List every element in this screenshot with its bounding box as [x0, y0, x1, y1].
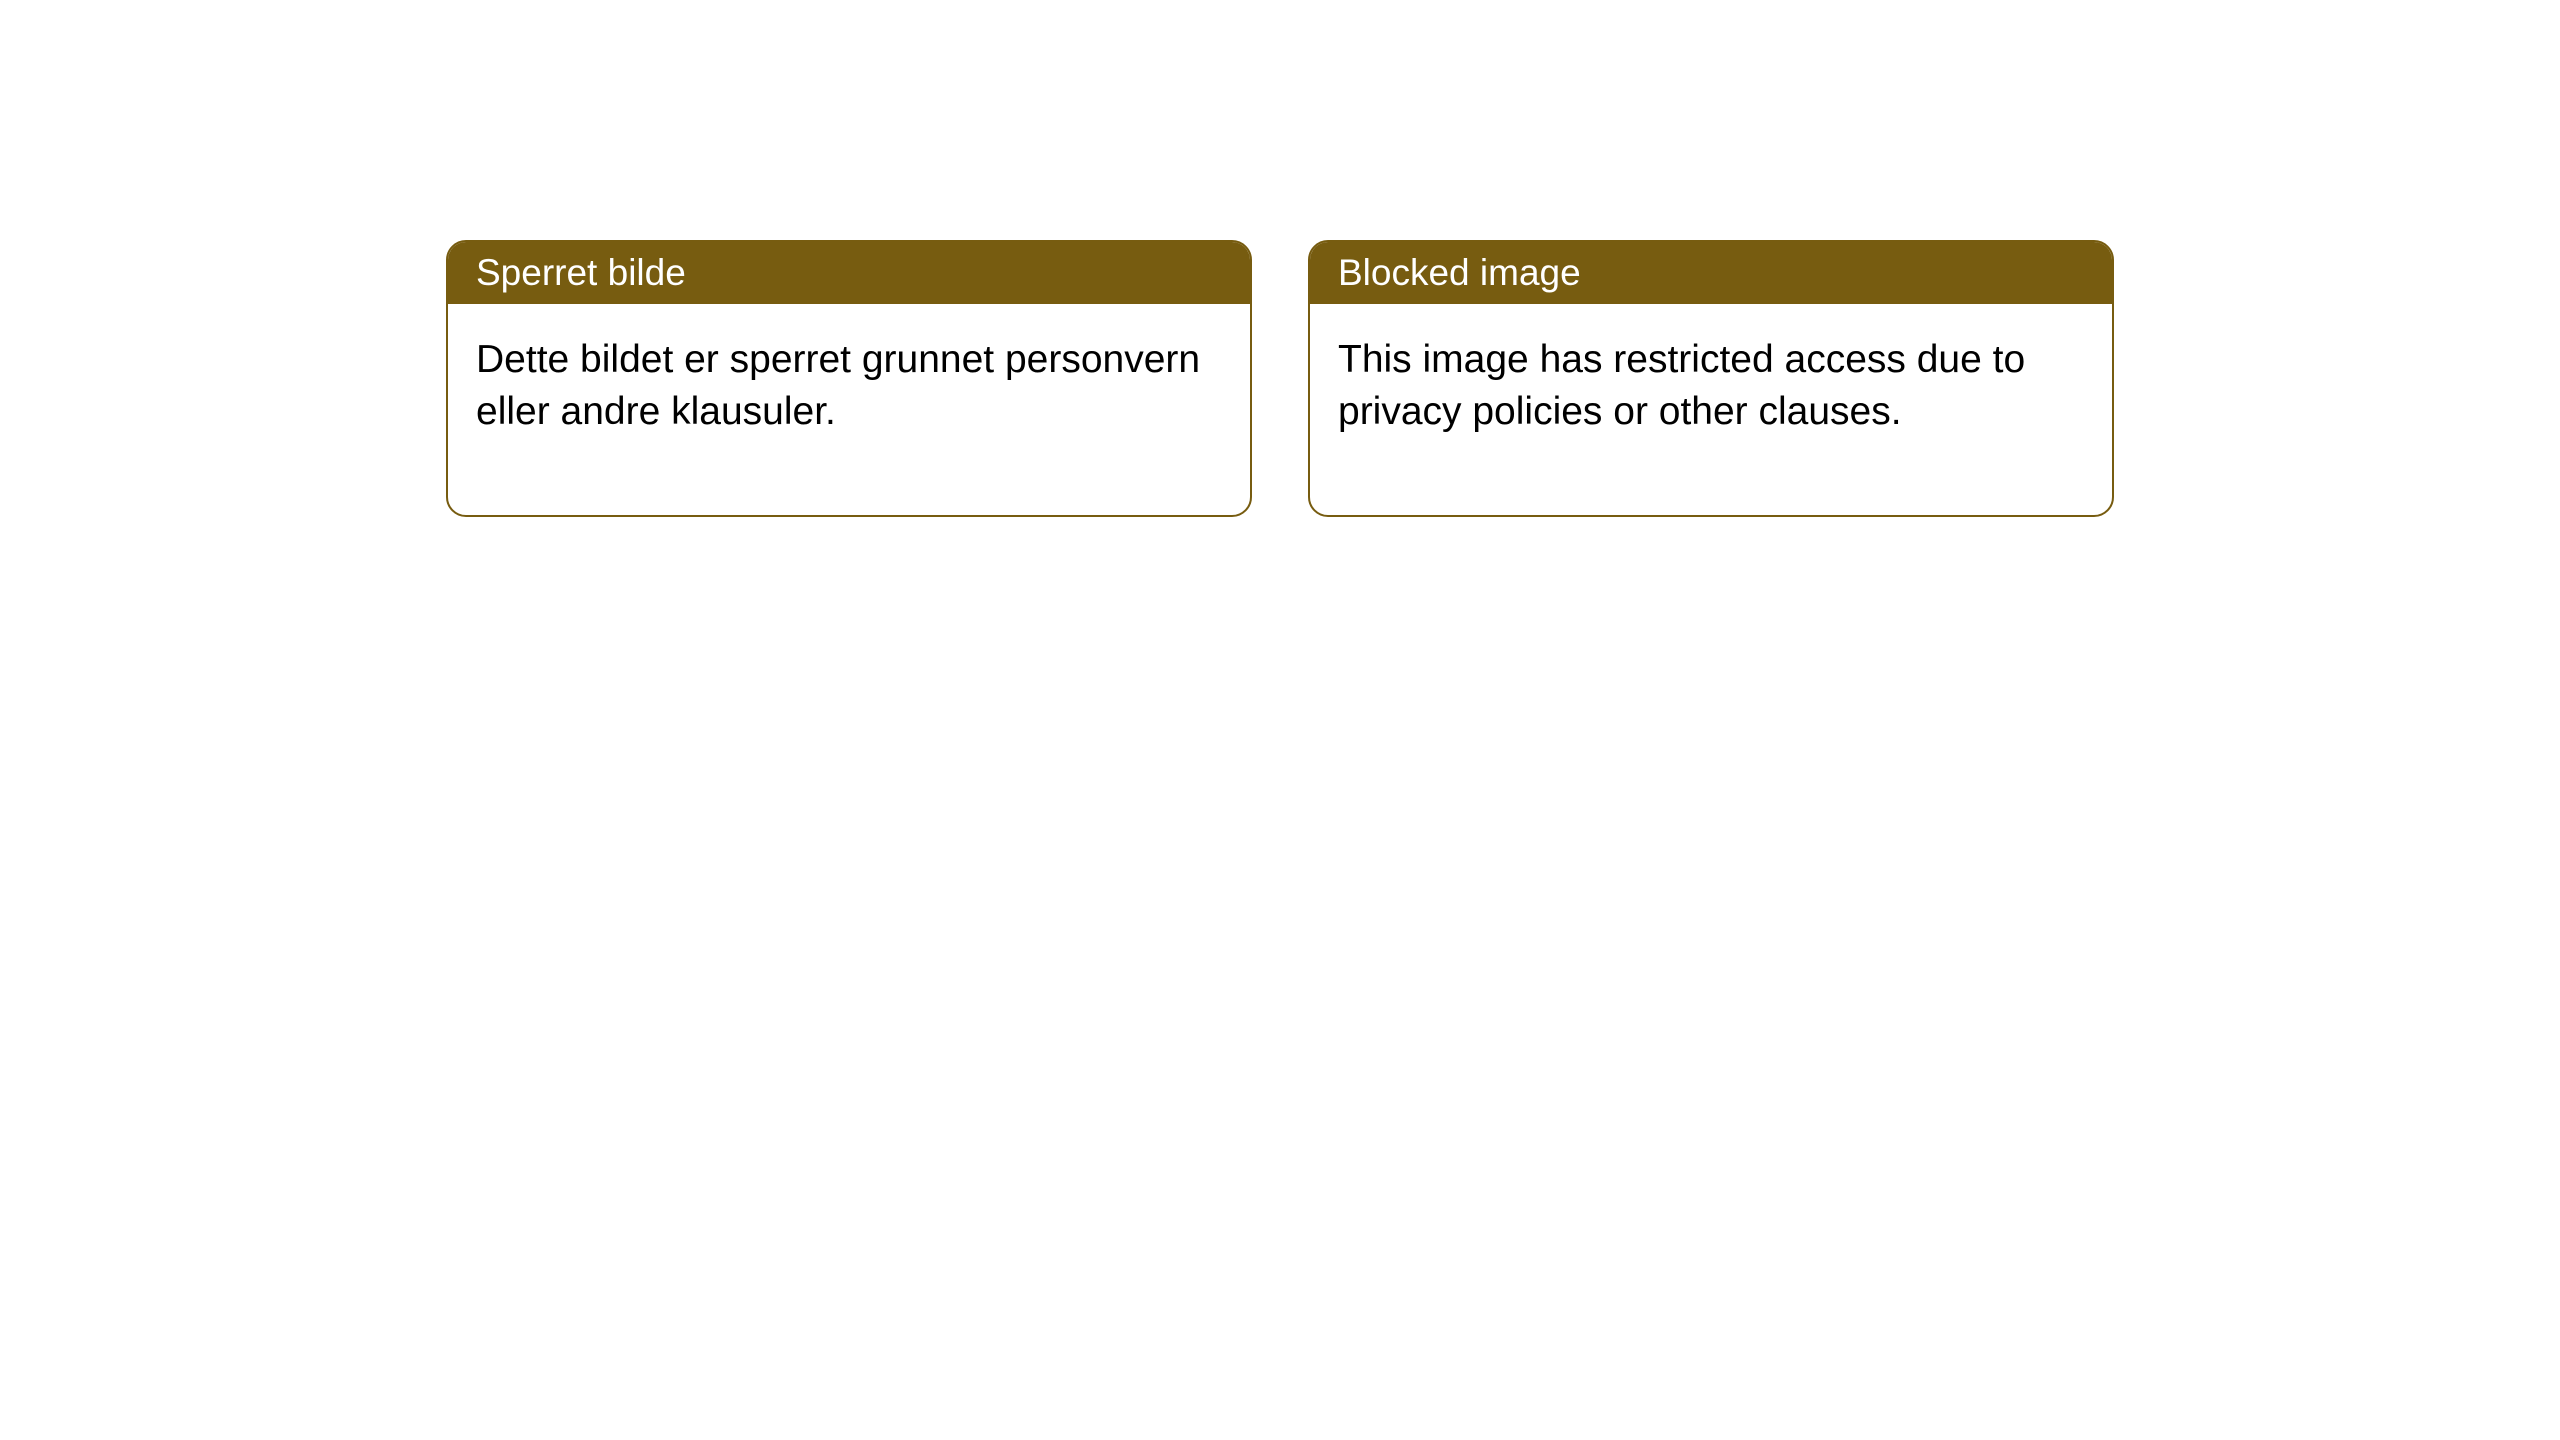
notice-card-norwegian: Sperret bilde Dette bildet er sperret gr… — [446, 240, 1252, 517]
notice-title: Sperret bilde — [476, 252, 686, 293]
notice-header: Blocked image — [1310, 242, 2112, 304]
notice-body-text: Dette bildet er sperret grunnet personve… — [476, 338, 1200, 433]
notice-title: Blocked image — [1338, 252, 1581, 293]
notice-body: Dette bildet er sperret grunnet personve… — [448, 304, 1250, 515]
notice-card-english: Blocked image This image has restricted … — [1308, 240, 2114, 517]
notice-body: This image has restricted access due to … — [1310, 304, 2112, 515]
notice-container: Sperret bilde Dette bildet er sperret gr… — [446, 240, 2114, 517]
notice-header: Sperret bilde — [448, 242, 1250, 304]
notice-body-text: This image has restricted access due to … — [1338, 338, 2025, 433]
